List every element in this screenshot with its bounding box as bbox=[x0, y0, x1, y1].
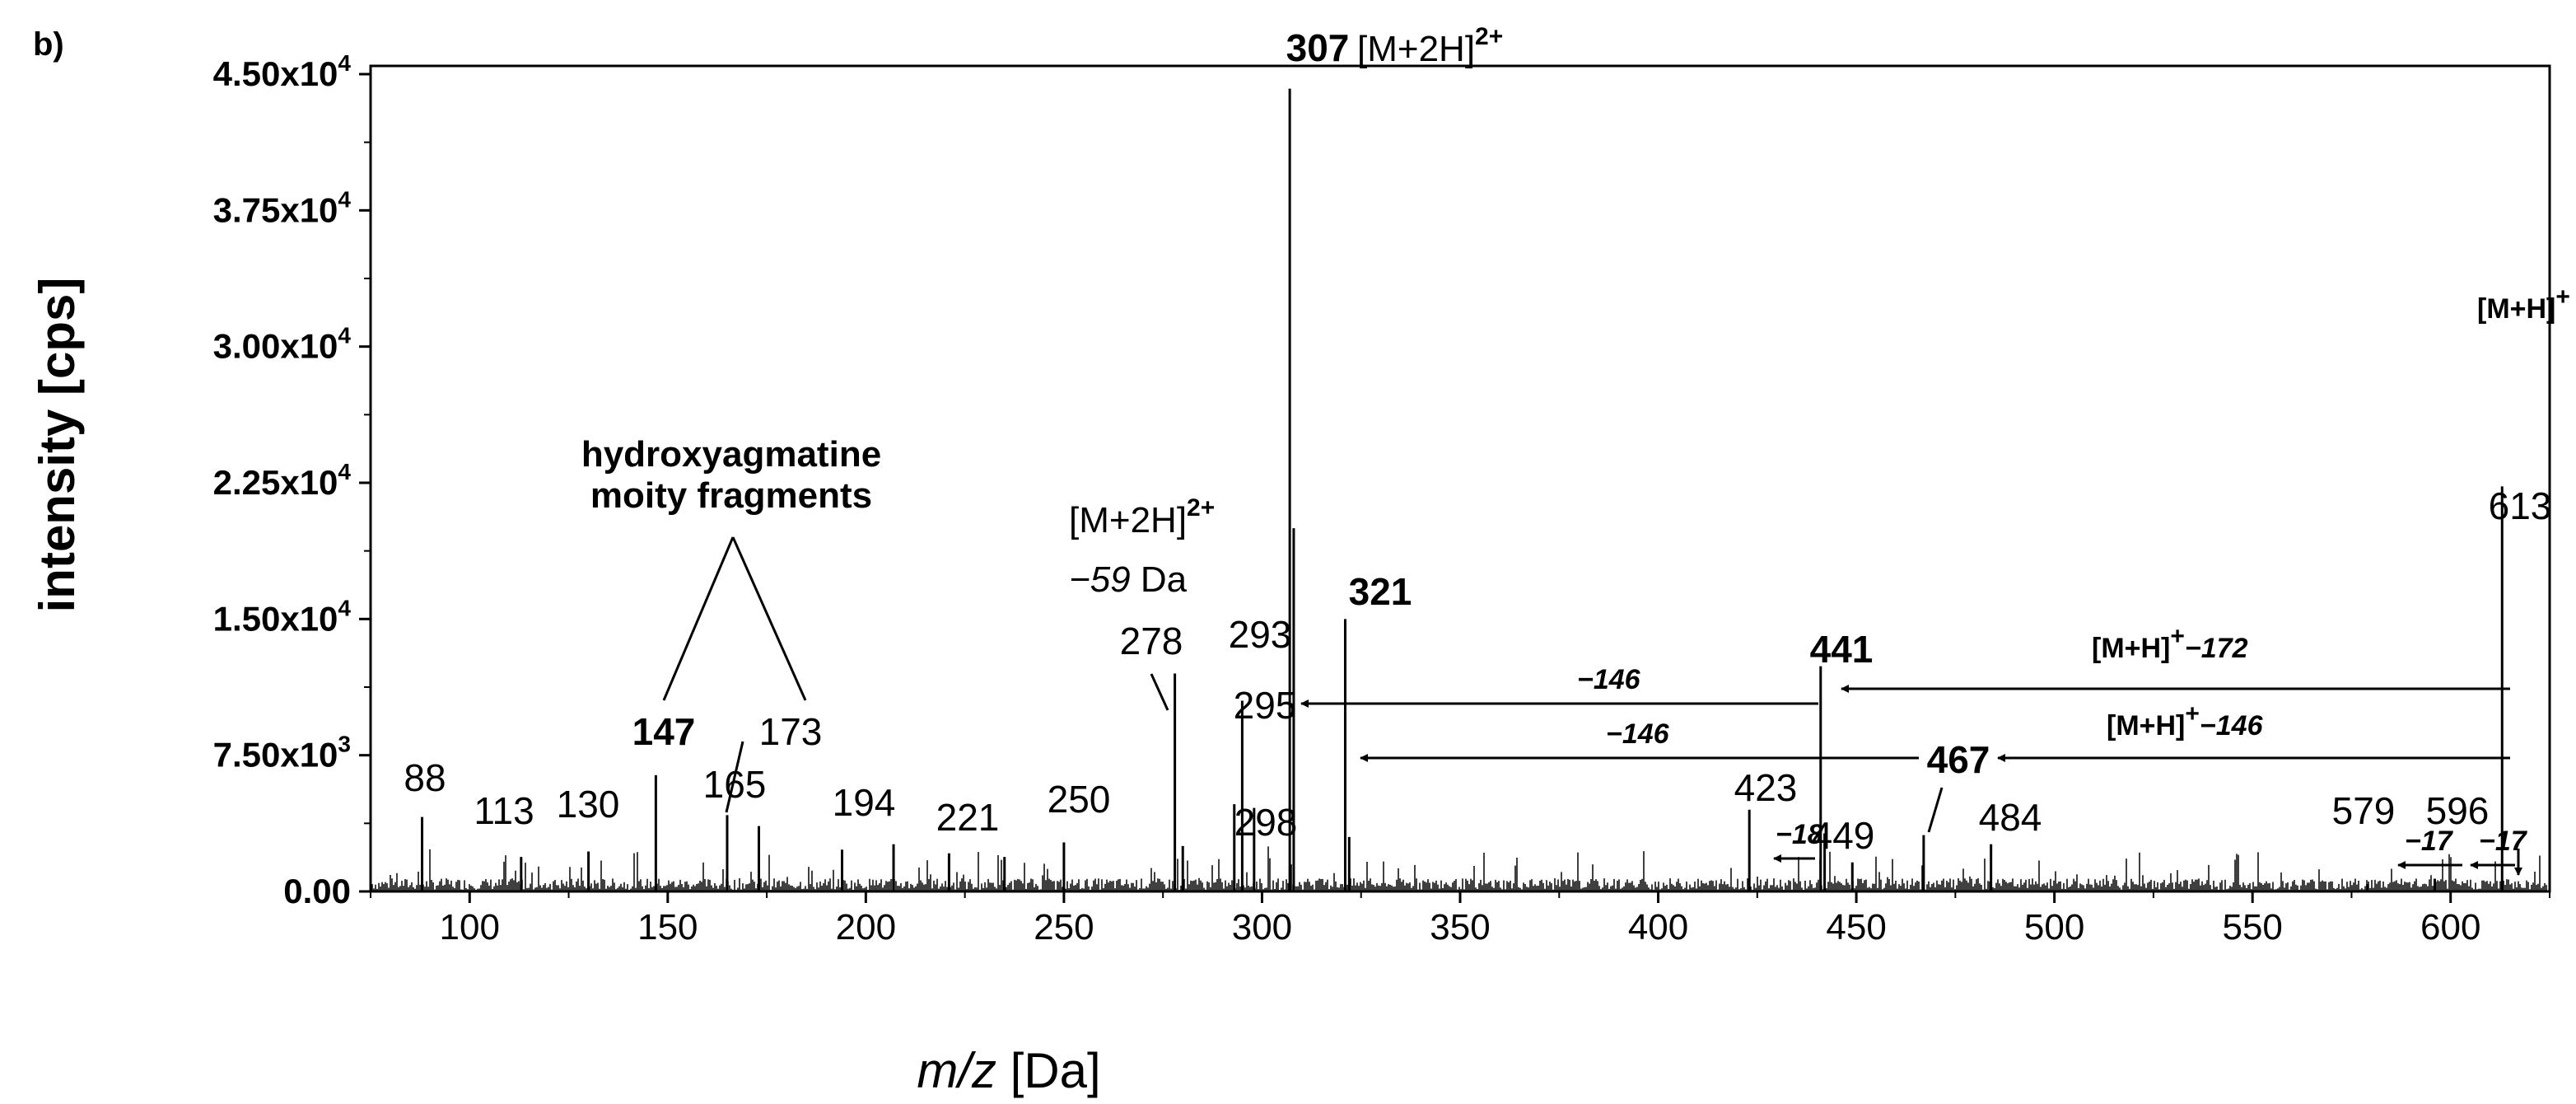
y-tick-label: 3.75x104 bbox=[213, 186, 352, 229]
spectrum-peaks bbox=[421, 88, 2504, 891]
peak-label-113: 113 bbox=[474, 789, 534, 832]
x-tick-label: 400 bbox=[1628, 907, 1688, 947]
minus146-label-lower: −146 bbox=[1606, 718, 1670, 750]
peak-label-321: 321 bbox=[1349, 570, 1412, 613]
m2h-label-278: [M+2H]2+ bbox=[1069, 494, 1215, 540]
x-tick-label: 600 bbox=[2420, 907, 2480, 947]
peak-label-165: 165 bbox=[703, 763, 767, 806]
peak-label-278: 278 bbox=[1120, 620, 1183, 662]
y-tick-label: 7.50x103 bbox=[213, 732, 351, 774]
peak-label-293: 293 bbox=[1229, 613, 1292, 656]
minus146-label-upper: −146 bbox=[1577, 664, 1641, 695]
pointer-467 bbox=[1927, 787, 1944, 833]
x-tick-label: 450 bbox=[1826, 907, 1886, 947]
mh-minus172-label: [M+H]+−172 bbox=[2092, 623, 2248, 664]
callout-line-147 bbox=[662, 536, 735, 701]
x-tick-label: 550 bbox=[2222, 907, 2282, 947]
peak-label-449: 449 bbox=[1812, 814, 1875, 857]
peak-label-596: 596 bbox=[2426, 789, 2490, 832]
peak-label-88: 88 bbox=[404, 756, 446, 799]
y-axis-title: intensity [cps] bbox=[30, 278, 85, 613]
pointer-278 bbox=[1150, 673, 1169, 711]
y-tick-label: 0.00 bbox=[283, 872, 351, 910]
peak-label-130: 130 bbox=[557, 783, 620, 826]
peak-label-173: 173 bbox=[759, 710, 823, 753]
minus17-label-a: −17 bbox=[2405, 826, 2454, 857]
x-axis-title: m/z [Da] bbox=[917, 1043, 1100, 1098]
noise-trace bbox=[371, 846, 2547, 891]
callout-line-173b bbox=[725, 741, 744, 813]
minus18-label: −18 bbox=[1776, 819, 1823, 850]
peak-label-194: 194 bbox=[833, 781, 896, 824]
mh-minus146-label: [M+H]+−146 bbox=[2107, 700, 2264, 741]
x-tick-label: 200 bbox=[836, 907, 896, 947]
axis-titles: m/z [Da] intensity [cps] bbox=[30, 278, 1101, 1098]
peak-label-307: 307 bbox=[1286, 26, 1350, 69]
x-tick-label: 350 bbox=[1430, 907, 1490, 947]
panel-label: b) bbox=[33, 26, 64, 63]
peak-label-613: 613 bbox=[2489, 484, 2552, 527]
x-tick-label: 150 bbox=[637, 907, 698, 947]
annotations: hydroxyagmatine moity fragments [M+2H]2+… bbox=[581, 23, 2570, 876]
x-tick-label: 250 bbox=[1034, 907, 1094, 947]
y-tick-label: 4.50x104 bbox=[213, 50, 352, 93]
peak-label-484: 484 bbox=[1979, 796, 2042, 839]
x-tick-label: 500 bbox=[2024, 907, 2084, 947]
m2h-label-307: [M+2H]2+ bbox=[1357, 23, 1503, 69]
peak-label-423: 423 bbox=[1734, 766, 1798, 809]
y-tick-label: 1.50x104 bbox=[213, 595, 352, 638]
peak-label-147: 147 bbox=[632, 710, 696, 753]
moity-fragments-label: moity fragments bbox=[590, 475, 872, 516]
mh-label-613: [M+H]+ bbox=[2477, 283, 2570, 325]
peak-label-250: 250 bbox=[1048, 778, 1111, 821]
x-tick-label: 100 bbox=[440, 907, 500, 947]
peak-label-579: 579 bbox=[2332, 789, 2396, 832]
peak-label-221: 221 bbox=[936, 796, 1000, 839]
minus17-label-b: −17 bbox=[2479, 826, 2528, 857]
hydroxyagmatine-label: hydroxyagmatine bbox=[581, 434, 881, 475]
peak-label-295: 295 bbox=[1234, 684, 1297, 727]
peak-label-441: 441 bbox=[1810, 628, 1874, 671]
peak-label-298: 298 bbox=[1234, 801, 1298, 844]
peak-label-467: 467 bbox=[1927, 738, 1990, 781]
minus59-label: −59 Da bbox=[1069, 559, 1188, 600]
baseline-noise bbox=[371, 846, 2547, 891]
x-tick-label: 300 bbox=[1232, 907, 1292, 947]
axis-ticks: 100 150 200 250 300 350 400 450 500 550 600 0.00 7.5… bbox=[213, 50, 2550, 947]
y-tick-label: 2.25x104 bbox=[213, 459, 352, 502]
callout-line-173 bbox=[731, 536, 807, 701]
y-tick-label: 3.00x104 bbox=[213, 323, 352, 366]
